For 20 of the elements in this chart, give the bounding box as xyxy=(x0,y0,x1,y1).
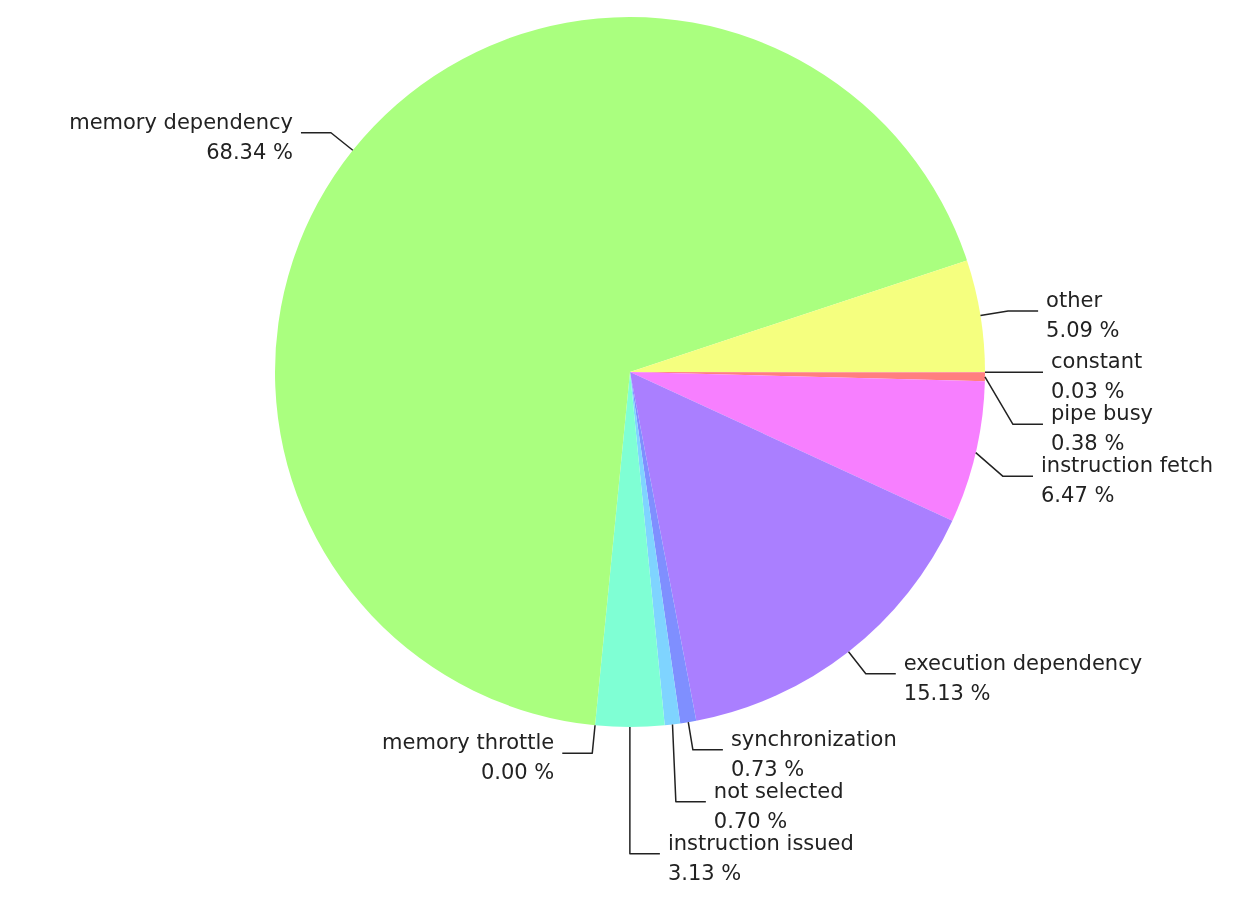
slice-label: execution dependency xyxy=(903,650,1143,675)
slice-label: other xyxy=(1046,288,1103,313)
text: 0.00 % xyxy=(480,760,555,785)
data-label: 0.70 % xyxy=(713,808,788,833)
data-label: 3.13 % xyxy=(667,860,742,885)
data-label: 15.13 % xyxy=(903,680,991,705)
slice-label: not selected xyxy=(713,778,844,803)
data-label: 0.73 % xyxy=(730,756,805,781)
slice-label: instruction fetch xyxy=(1041,453,1214,478)
legend-label: memory throttle xyxy=(382,730,555,755)
data-label: 0.38 % xyxy=(1050,431,1125,456)
slice-label: memory dependency xyxy=(69,109,293,134)
slice-label: synchronization xyxy=(730,726,897,751)
slice-label: pipe busy xyxy=(1050,401,1154,426)
slice-label: constant xyxy=(1051,349,1143,374)
data-label: 6.47 % xyxy=(1041,483,1115,508)
data-label: 0.03 % xyxy=(1051,379,1125,404)
data-label: 5.09 % xyxy=(1046,318,1120,343)
slice-label: instruction issued xyxy=(667,830,854,855)
data-label: 68.34 % xyxy=(206,139,293,164)
